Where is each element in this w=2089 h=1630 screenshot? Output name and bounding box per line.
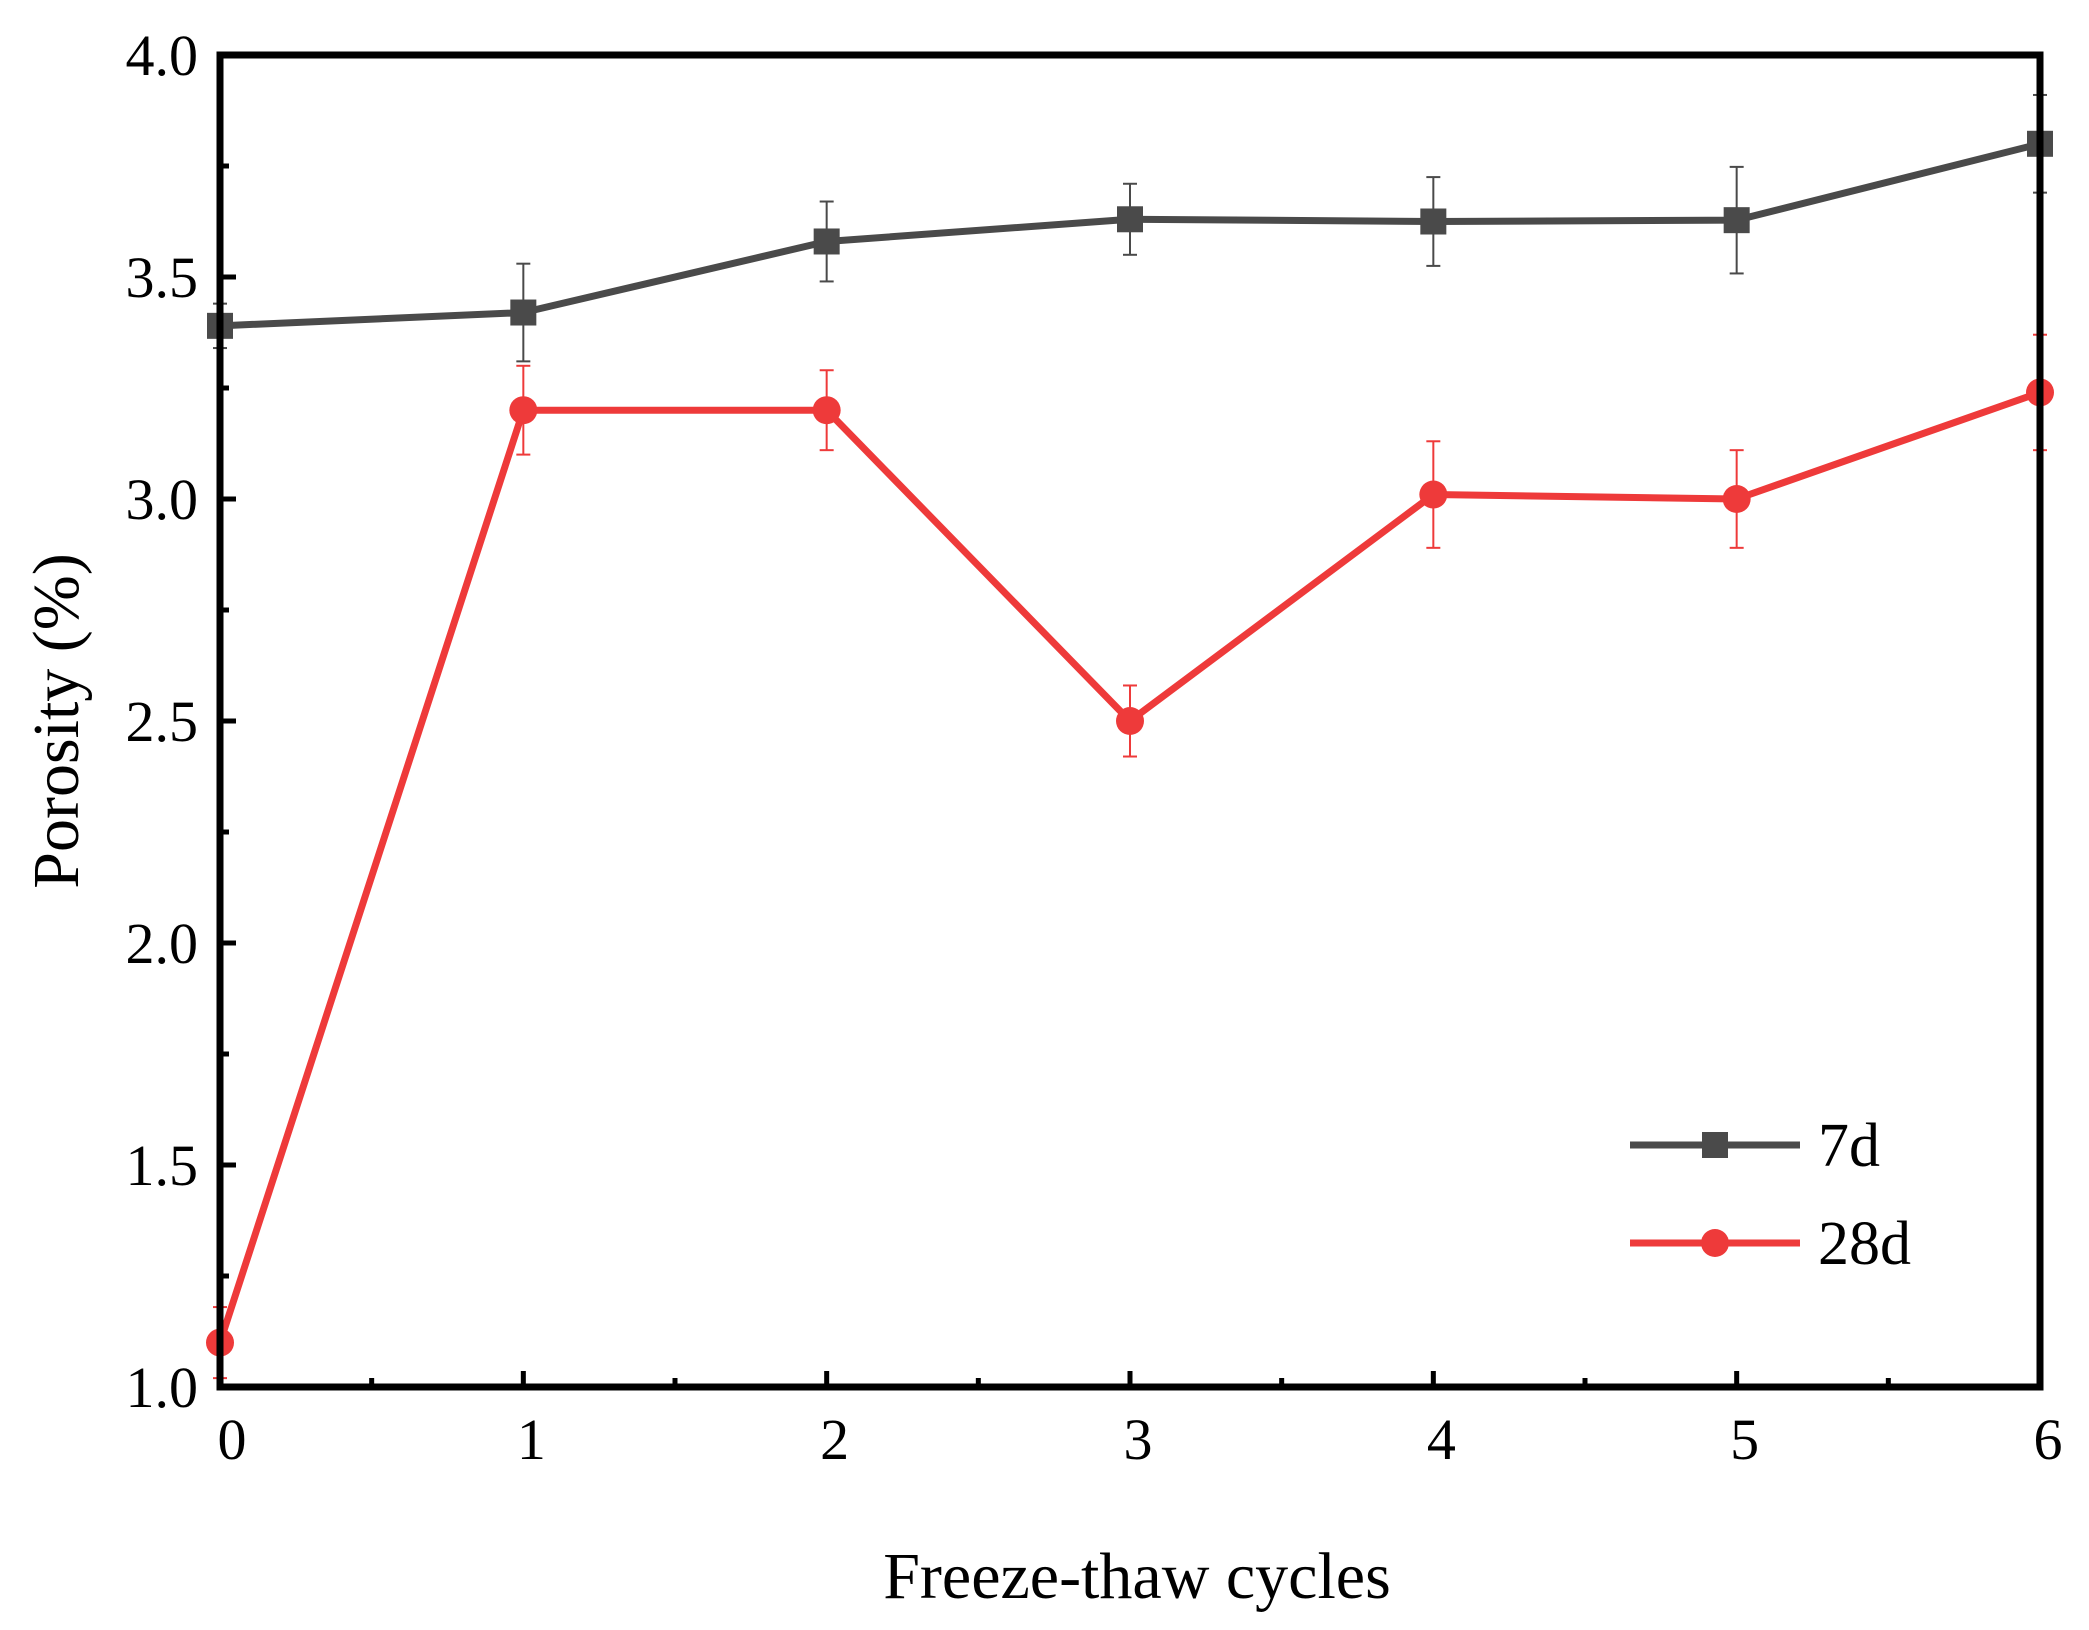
point-28d <box>812 396 841 425</box>
point-28d <box>1116 707 1144 735</box>
x-tick-label: 3 <box>1124 1407 1153 1472</box>
y-tick-label: 4.0 <box>126 23 199 88</box>
legend-marker-28d <box>1701 1229 1729 1257</box>
y-tick-label: 2.0 <box>126 911 199 976</box>
errorbars-layer <box>213 93 2047 1380</box>
x-tick-label: 6 <box>2034 1407 2063 1472</box>
x-tick-label: 0 <box>218 1407 247 1472</box>
point-28d <box>1419 480 1448 509</box>
y-tick-label: 1.5 <box>126 1133 199 1198</box>
point-7d <box>813 228 840 255</box>
series-markers-layer <box>206 130 2054 1357</box>
x-tick-label: 2 <box>820 1407 849 1472</box>
y-tick-label: 1.0 <box>126 1355 199 1420</box>
y-tick-label: 2.5 <box>126 689 199 754</box>
point-28d <box>1722 485 1751 513</box>
legend-label-7d: 7d <box>1818 1112 1880 1180</box>
x-tick-label: 4 <box>1427 1407 1456 1472</box>
x-tick-label: 5 <box>1730 1407 1759 1472</box>
point-7d <box>1117 206 1143 233</box>
y-tick-label: 3.0 <box>126 467 199 532</box>
point-7d <box>1723 207 1750 234</box>
tick-labels-layer: 0 1 2 3 4 5 6 1.0 1.5 2.0 2.5 3.0 3.5 4.0 <box>126 23 2063 1472</box>
point-28d <box>509 396 538 425</box>
legend-marker-7d <box>1702 1132 1728 1158</box>
x-axis-title: Freeze-thaw cycles <box>883 1540 1391 1613</box>
point-7d <box>1420 208 1447 235</box>
y-axis-title: Porosity (%) <box>20 553 93 888</box>
x-tick-label: 1 <box>517 1407 546 1472</box>
series-line-28d <box>216 389 2042 1344</box>
axis-ticks-layer <box>217 52 2043 1390</box>
point-7d <box>510 299 537 326</box>
legend-label-28d: 28d <box>1818 1210 1911 1278</box>
y-tick-label: 3.5 <box>126 245 199 310</box>
